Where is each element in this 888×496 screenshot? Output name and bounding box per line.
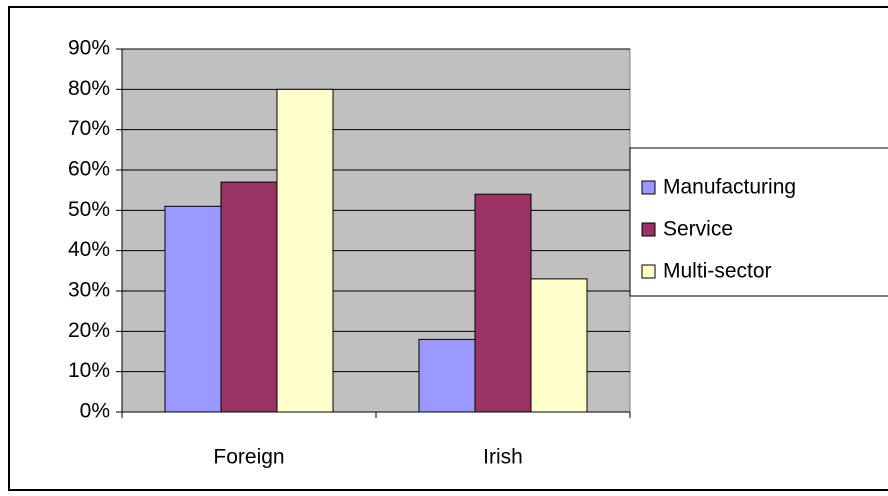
y-tick-label: 10%: [68, 359, 110, 382]
legend-label: Service: [663, 218, 733, 241]
x-tick-label: Irish: [483, 446, 523, 469]
y-tick-label: 20%: [68, 319, 110, 342]
legend-swatch: [641, 264, 656, 279]
bar: [276, 88, 334, 413]
y-tick-label: 60%: [68, 158, 110, 181]
x-tick-label: Foreign: [213, 446, 284, 469]
y-tick-label: 70%: [68, 117, 110, 140]
legend-swatch: [641, 222, 656, 237]
y-tick-label: 50%: [68, 198, 110, 221]
y-tick-label: 30%: [68, 279, 110, 302]
y-tick-label: 0%: [80, 400, 110, 423]
legend-swatch: [641, 180, 656, 195]
bar: [418, 338, 476, 413]
bar: [474, 193, 532, 413]
y-tick-label: 90%: [68, 37, 110, 60]
y-tick-label: 80%: [68, 77, 110, 100]
legend-box: [629, 147, 888, 297]
bar: [164, 205, 222, 413]
legend-label: Manufacturing: [663, 176, 796, 199]
y-tick-label: 40%: [68, 238, 110, 261]
legend-label: Multi-sector: [663, 260, 772, 283]
bar: [220, 181, 278, 413]
bar: [530, 278, 588, 413]
